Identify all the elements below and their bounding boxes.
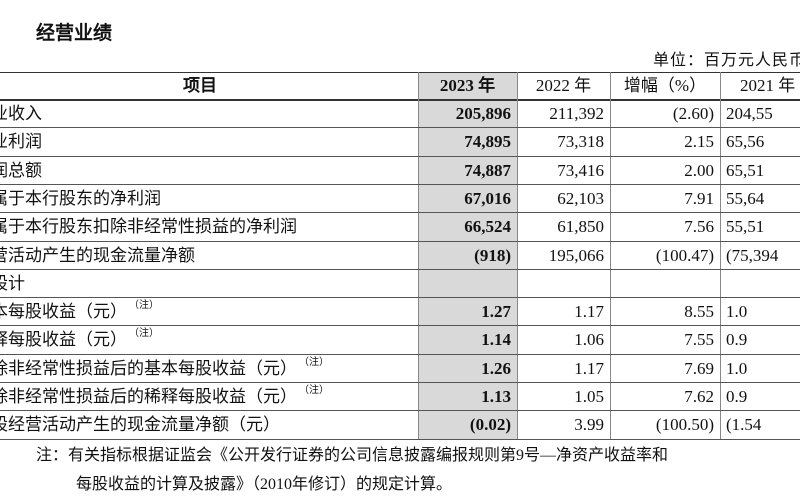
cell-value: 1.17	[574, 358, 604, 378]
note-mark: （注）	[299, 356, 329, 368]
cell-value: 1.0	[726, 358, 748, 378]
highlight-column	[418, 72, 517, 440]
cell-value: (918)	[474, 245, 511, 265]
cell-value: 1.17	[574, 302, 604, 322]
row-label: 业利润	[0, 132, 42, 152]
cell-value: 1.0	[726, 302, 748, 322]
row-rule	[0, 353, 800, 355]
cell-value: 204,55	[726, 104, 773, 123]
footnote: 注：有关指标根据证监会《公开发行证券的公司信息披露编报规则第9号—净资产收益率和	[36, 447, 669, 464]
row-rule	[0, 183, 800, 185]
row-label: 除非经常性损益后的基本每股收益（元）	[0, 358, 297, 378]
column-rule	[720, 72, 721, 440]
column-rule	[418, 72, 419, 440]
row-label: 股经营活动产生的现金流量净额（元）	[0, 415, 280, 435]
cell-value: (100.47)	[655, 245, 714, 265]
cell-value: (100.50)	[655, 415, 714, 435]
cell-value: 2.00	[684, 160, 714, 180]
cell-value: 61,850	[557, 217, 604, 237]
row-rule	[0, 382, 800, 383]
cell-value: 7.62	[684, 387, 714, 406]
cell-value: 7.69	[684, 358, 714, 378]
row-label: 营活动产生的现金流量净额	[0, 245, 195, 265]
cell-value: 65,56	[726, 132, 765, 152]
cell-value: 73,318	[557, 132, 604, 152]
cell-value: (1.54	[726, 415, 762, 435]
row-rule	[0, 410, 800, 412]
rule	[0, 99, 800, 101]
cell-value: 73,416	[557, 160, 604, 180]
column-header: 2021 年	[740, 76, 796, 95]
column-header: 2022 年	[535, 76, 592, 95]
row-rule	[0, 155, 800, 157]
row-rule	[0, 212, 800, 214]
row-label: 业收入	[0, 104, 42, 123]
row-label: 股计	[0, 273, 25, 293]
cell-value: 7.56	[684, 217, 714, 237]
row-label: 润总额	[0, 160, 42, 180]
cell-value: 1.06	[574, 330, 604, 350]
cell-value: (0.02)	[469, 415, 511, 435]
cell-value: (2.60)	[672, 104, 714, 123]
table: 项目 2023 年 2022 年 增幅（%） 2021 年业收入 205,896 211,3…	[0, 72, 800, 440]
cell-value: 7.55	[684, 330, 714, 350]
cell-value: 67,016	[464, 188, 511, 208]
cell-value: (75,394	[726, 245, 779, 265]
column-header: 增幅（%）	[623, 76, 707, 95]
cell-value: 1.14	[481, 330, 511, 350]
cell-value: 205,896	[455, 104, 511, 123]
row-rule	[0, 297, 800, 299]
cell-value: 55,64	[726, 188, 765, 208]
note-mark: （注）	[129, 328, 159, 340]
column-rule	[517, 72, 518, 440]
column-header: 2023 年	[439, 76, 496, 95]
cell-value: 1.26	[481, 358, 511, 378]
footnote: 每股收益的计算及披露》（2010年修订）的规定计算。	[76, 476, 453, 493]
cell-value: 1.05	[574, 387, 604, 406]
row-label: 释每股收益（元）	[0, 330, 127, 350]
cell-value: 211,392	[549, 104, 604, 123]
title: 经营业绩	[36, 23, 113, 44]
row-label: 属于本行股东扣除非经常性损益的净利润	[0, 217, 297, 237]
rule	[0, 72, 800, 73]
unit-label: 单位：百万元人民币	[652, 52, 800, 69]
cell-value: 65,51	[726, 160, 765, 180]
cell-value: 2.15	[684, 132, 714, 152]
row-label: 除非经常性损益后的稀释每股收益（元）	[0, 387, 297, 406]
row-rule	[0, 268, 800, 270]
row-rule	[0, 240, 800, 242]
cell-value: 55,51	[726, 217, 765, 237]
row-rule	[0, 127, 800, 129]
row-rule	[0, 438, 800, 440]
row-label: 属于本行股东的净利润	[0, 188, 161, 208]
row-rule	[0, 325, 800, 327]
cell-value: 1.27	[481, 302, 511, 322]
note-mark: （注）	[299, 385, 329, 396]
column-rule	[610, 72, 611, 440]
cell-value: 74,895	[464, 132, 511, 152]
cell-value: 66,524	[464, 217, 511, 237]
cell-value: 1.13	[481, 387, 511, 406]
row-label: 本每股收益（元）	[0, 302, 127, 322]
cell-value: 62,103	[557, 188, 604, 208]
cell-value: 8.55	[684, 302, 714, 322]
cell-value: 0.9	[726, 330, 748, 350]
cell-value: 7.91	[684, 188, 714, 208]
column-header: 项目	[183, 76, 217, 95]
cell-value: 195,066	[548, 245, 604, 265]
cell-value: 3.99	[574, 415, 604, 435]
cell-value: 0.9	[726, 387, 748, 406]
cell-value: 74,887	[464, 160, 511, 180]
note-mark: （注）	[129, 300, 159, 312]
